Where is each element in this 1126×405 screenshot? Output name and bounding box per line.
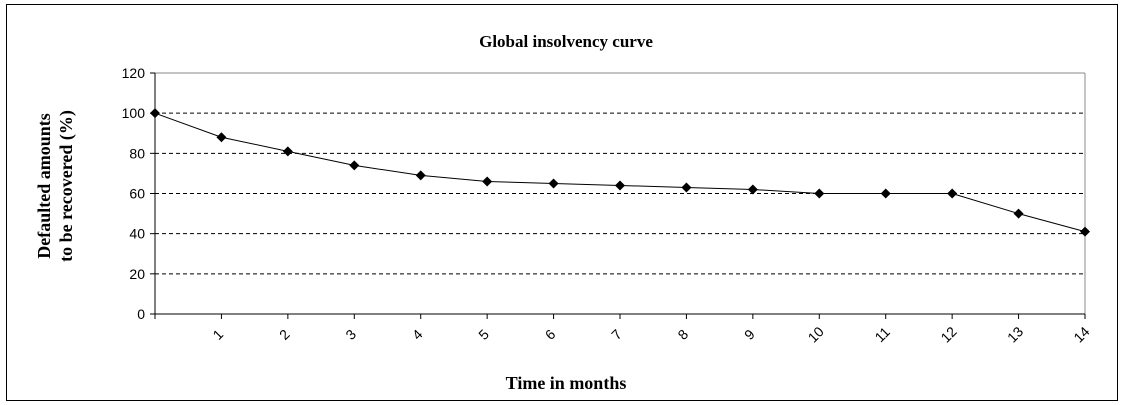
data-point [747, 184, 758, 195]
series [150, 108, 1090, 237]
x-tick-label: 12 [937, 323, 959, 345]
data-point [548, 178, 559, 189]
data-point [681, 182, 692, 193]
series-line [154, 112, 1086, 233]
y-tick-label: 60 [129, 186, 145, 202]
data-point [482, 176, 493, 187]
x-tick-label: 3 [342, 326, 359, 343]
data-point [880, 188, 891, 199]
chart-title: Global insolvency curve [479, 32, 653, 51]
x-tick-label: 1 [209, 326, 226, 343]
grid [155, 112, 1085, 275]
x-tick-labels: 1 2 3 4 5 6 7 8 9 10 11 12 13 14 [209, 323, 1092, 345]
data-point [1013, 208, 1024, 219]
x-tick-label: 6 [542, 326, 559, 343]
axes [150, 72, 1086, 319]
data-point [615, 180, 625, 191]
y-tick-label: 0 [137, 306, 145, 322]
x-axis-title: Time in months [506, 373, 627, 393]
x-tick-label: 10 [805, 323, 827, 345]
x-tick-label: 2 [276, 326, 293, 343]
y-tick-label: 80 [129, 145, 145, 161]
x-tick-label: 4 [409, 326, 426, 343]
data-point [282, 146, 293, 157]
data-point [1080, 226, 1090, 237]
data-point [349, 160, 360, 171]
data-point [216, 132, 227, 143]
data-point [947, 188, 958, 199]
x-tick-label: 9 [741, 326, 758, 343]
data-point [415, 170, 426, 181]
y-tick-label: 40 [129, 226, 145, 242]
y-tick-labels: 0 20 40 60 80 100 120 [122, 65, 146, 322]
x-tick-label: 13 [1004, 323, 1026, 345]
y-axis-title-line-1: Defaulted amounts [34, 113, 54, 259]
y-tick-label: 100 [122, 105, 146, 121]
data-point [150, 108, 160, 119]
x-tick-label: 11 [871, 324, 893, 346]
y-axis-title: Defaulted amounts to be recovered (%) [34, 110, 77, 262]
x-tick-label: 8 [674, 326, 691, 343]
x-tick-label: 7 [608, 326, 625, 343]
x-tick-label: 5 [475, 326, 492, 343]
y-tick-label: 120 [122, 65, 146, 81]
x-tick-label: 14 [1070, 323, 1092, 345]
chart-frame [6, 4, 1118, 401]
y-tick-label: 20 [129, 266, 145, 282]
data-point [814, 188, 825, 199]
y-axis-title-line-2: to be recovered (%) [56, 110, 77, 262]
